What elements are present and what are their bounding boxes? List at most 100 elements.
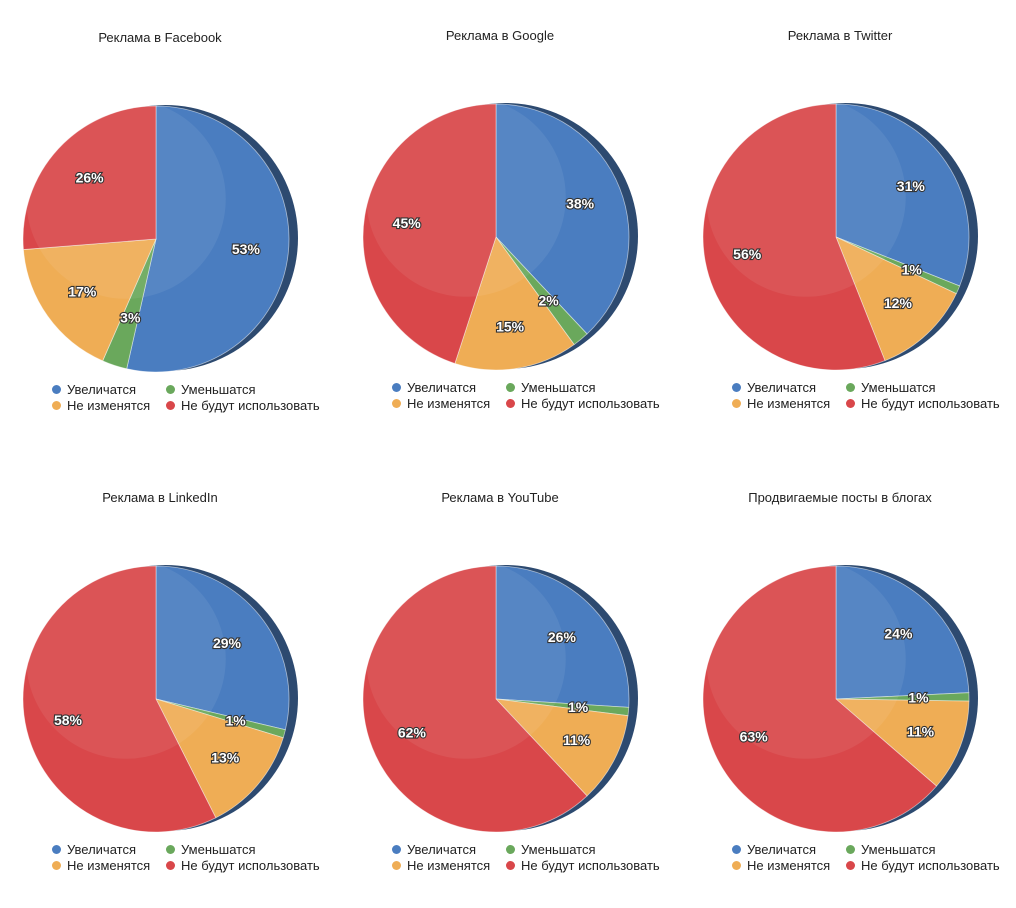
legend-item[interactable]: Не изменятся [392, 858, 506, 873]
pie-slice-4 [702, 565, 938, 833]
legend-dot-icon [506, 383, 515, 392]
pie-gloss [366, 559, 566, 759]
legend-item[interactable]: Уменьшатся [166, 842, 342, 857]
legend-item[interactable]: Не изменятся [392, 396, 506, 411]
legend-label: Не будут использовать [861, 396, 1000, 411]
legend-label: Увеличатся [407, 380, 476, 395]
legend-item[interactable]: Не изменятся [732, 858, 846, 873]
legend-item[interactable]: Уменьшатся [506, 842, 682, 857]
pie-svg: 24% 1% 11% 63% [702, 559, 978, 833]
legend-dot-icon [506, 399, 515, 408]
chart-legend: Увеличатся Уменьшатся Не изменятся Не будут… [732, 842, 1016, 873]
legend-dot-icon [846, 861, 855, 870]
legend-item[interactable]: Увеличатся [732, 842, 846, 857]
slice-label-2: 3% [120, 309, 141, 325]
pie-slice-1 [126, 105, 290, 373]
pie-slice-4 [22, 105, 157, 250]
slice-label-1: 53% [232, 241, 261, 257]
legend-dot-icon [166, 845, 175, 854]
legend-label: Не будут использовать [521, 396, 660, 411]
legend-item[interactable]: Не будут использовать [506, 858, 682, 873]
legend-label: Уменьшатся [181, 382, 256, 397]
legend-label: Не изменятся [67, 398, 151, 413]
legend-dot-icon [392, 845, 401, 854]
legend-label: Увеличатся [67, 382, 136, 397]
pie-gloss [706, 559, 906, 759]
legend-label: Увеличатся [407, 842, 476, 857]
pie-chart-linkedin: Реклама в LinkedIn 29% 1% 13% 58% Увеличатс… [0, 478, 330, 908]
legend-dot-icon [52, 401, 61, 410]
slice-label-3: 13% [211, 749, 240, 765]
legend-item[interactable]: Уменьшатся [166, 382, 342, 397]
legend-label: Не будут использовать [181, 398, 320, 413]
legend-label: Увеличатся [747, 380, 816, 395]
legend-item[interactable]: Не будут использовать [846, 396, 1016, 411]
legend-label: Уменьшатся [181, 842, 256, 857]
legend-dot-icon [506, 861, 515, 870]
legend-label: Не изменятся [407, 858, 491, 873]
legend-item[interactable]: Уменьшатся [846, 380, 1016, 395]
slice-label-3: 11% [563, 732, 591, 748]
legend-item[interactable]: Не будут использовать [166, 398, 342, 413]
slice-label-2: 1% [902, 262, 923, 278]
chart-title: Продвигаемые посты в блогах [748, 490, 932, 505]
pie-gloss [26, 99, 226, 299]
legend-dot-icon [52, 861, 61, 870]
pie-gloss [706, 97, 906, 297]
legend-item[interactable]: Увеличатся [732, 380, 846, 395]
pie-svg: 29% 1% 13% 58% [22, 559, 298, 833]
legend-dot-icon [392, 861, 401, 870]
legend-item[interactable]: Не будут использовать [846, 858, 1016, 873]
slice-label-2: 1% [225, 713, 246, 729]
legend-label: Увеличатся [67, 842, 136, 857]
slice-label-4: 26% [76, 170, 105, 186]
legend-item[interactable]: Не будут использовать [166, 858, 342, 873]
legend-dot-icon [846, 399, 855, 408]
slice-label-2: 1% [908, 690, 929, 706]
legend-dot-icon [392, 383, 401, 392]
legend-label: Не изменятся [407, 396, 491, 411]
legend-item[interactable]: Увеличатся [392, 380, 506, 395]
pie-slice-3 [834, 698, 970, 787]
legend-item[interactable]: Уменьшатся [846, 842, 1016, 857]
chart-title: Реклама в YouTube [441, 490, 559, 505]
pie-chart-youtube: Реклама в YouTube 26% 1% 11% 62% Увеличатся… [340, 478, 670, 908]
pie-chart-google: Реклама в Google 38% 2% 15% 45% Увеличатся У… [340, 16, 670, 446]
slice-label-1: 24% [884, 626, 913, 642]
pie-slice-3 [454, 236, 575, 371]
legend-dot-icon [392, 399, 401, 408]
legend-item[interactable]: Увеличатся [52, 842, 166, 857]
legend-dot-icon [732, 399, 741, 408]
legend-label: Не будут использовать [521, 858, 660, 873]
chart-legend: Увеличатся Уменьшатся Не изменятся Не будут… [392, 380, 682, 411]
slice-label-4: 45% [393, 215, 422, 231]
slice-label-3: 11% [907, 723, 935, 739]
slice-label-2: 1% [568, 699, 589, 715]
legend-item[interactable]: Не будут использовать [506, 396, 682, 411]
pie-chart-blogs: Продвигаемые посты в блогах 24% 1% 11% 63% … [680, 478, 1010, 908]
pie-slice-3 [835, 236, 957, 362]
slice-label-1: 29% [213, 635, 242, 651]
slice-label-4: 63% [740, 729, 769, 745]
pie-svg: 53% 3% 17% 26% [22, 99, 298, 373]
legend-item[interactable]: Не изменятся [732, 396, 846, 411]
legend-item[interactable]: Не изменятся [52, 858, 166, 873]
pie-slice-4 [362, 565, 588, 833]
pie-svg: 38% 2% 15% 45% [362, 97, 638, 371]
legend-item[interactable]: Увеличатся [52, 382, 166, 397]
legend-label: Уменьшатся [861, 842, 936, 857]
slice-label-1: 38% [566, 196, 595, 212]
legend-dot-icon [52, 845, 61, 854]
legend-label: Не будут использовать [181, 858, 320, 873]
legend-label: Не изменятся [67, 858, 151, 873]
legend-dot-icon [732, 845, 741, 854]
legend-dot-icon [166, 401, 175, 410]
legend-dot-icon [166, 861, 175, 870]
legend-item[interactable]: Не изменятся [52, 398, 166, 413]
slice-label-3: 15% [496, 318, 525, 334]
pie-slice-1 [495, 565, 630, 708]
slice-label-4: 62% [398, 724, 427, 740]
chart-title: Реклама в Twitter [787, 28, 893, 43]
legend-item[interactable]: Уменьшатся [506, 380, 682, 395]
legend-item[interactable]: Увеличатся [392, 842, 506, 857]
